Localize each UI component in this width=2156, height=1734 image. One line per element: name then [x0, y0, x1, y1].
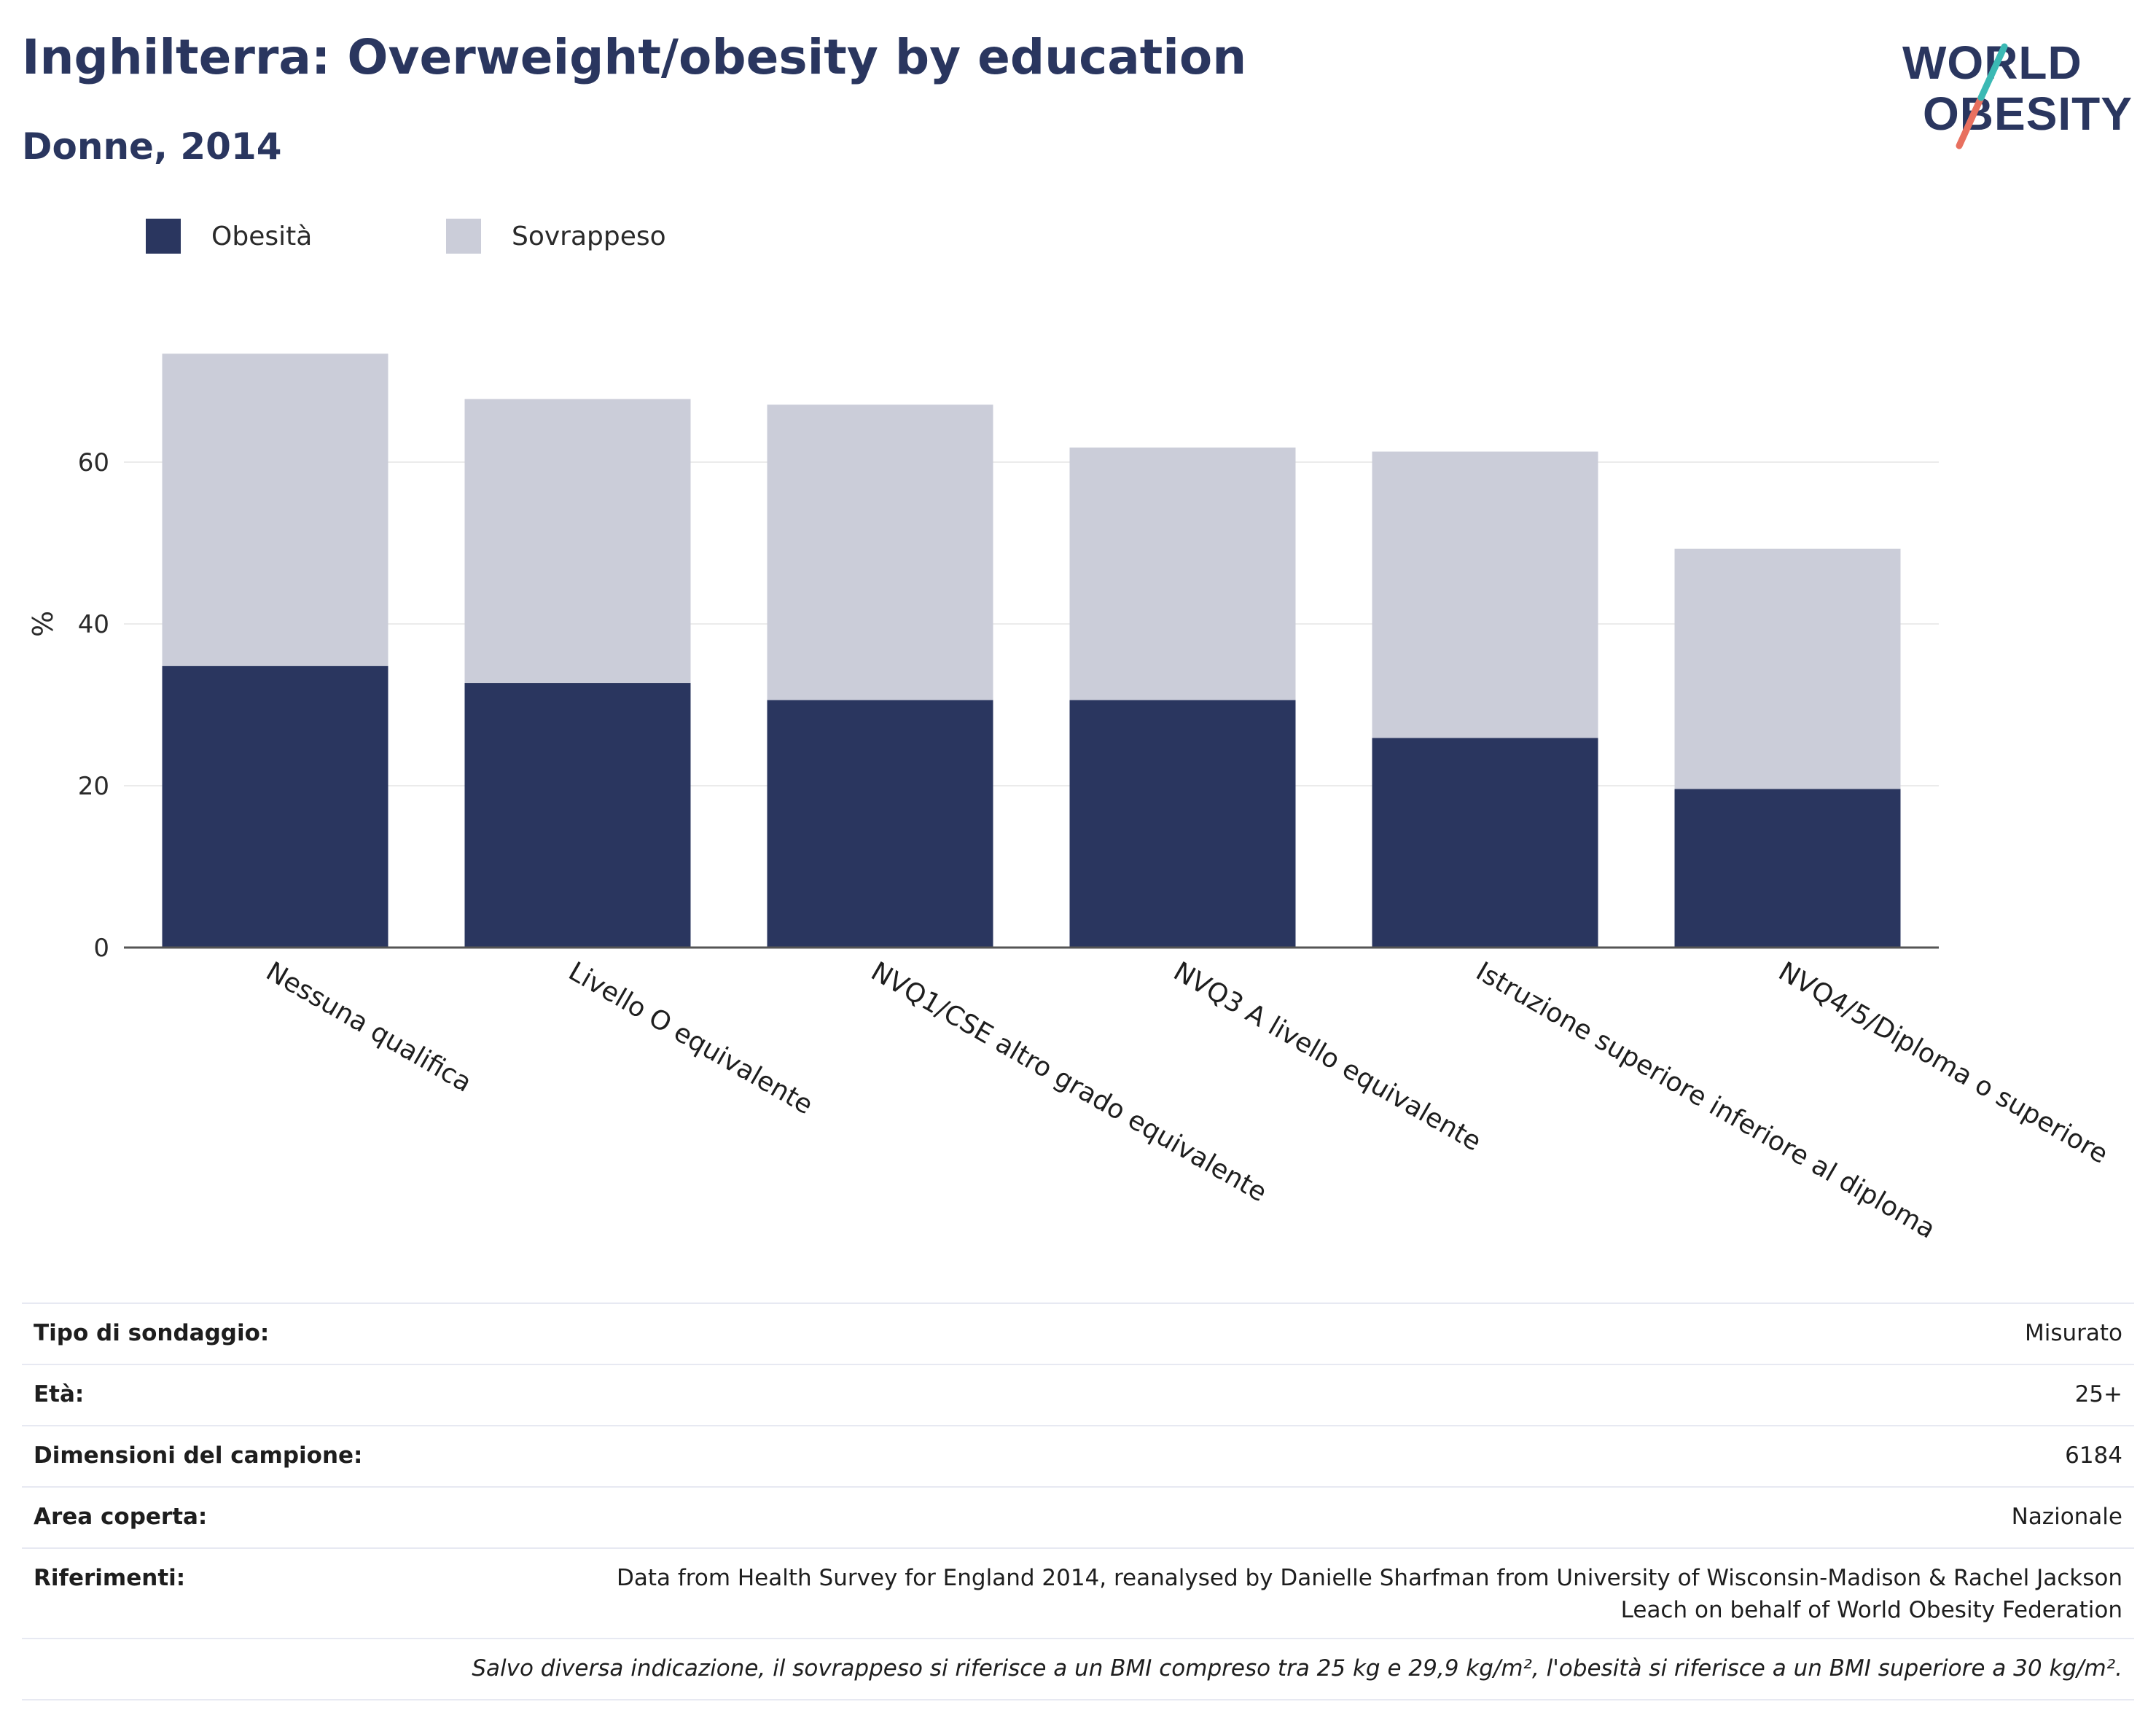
info-row-sample-size: Dimensioni del campione: 6184	[22, 1425, 2134, 1486]
y-tick-label: 60	[78, 448, 109, 477]
y-tick-label: 0	[93, 934, 109, 963]
info-row-area: Area coperta: Nazionale	[22, 1486, 2134, 1547]
info-row-note: Salvo diversa indicazione, il sovrappeso…	[22, 1638, 2134, 1700]
bar-obesity	[162, 665, 388, 948]
y-axis-label: %	[27, 611, 59, 637]
bar-overweight	[1069, 448, 1296, 700]
bar-obesity	[1674, 789, 1901, 948]
info-key: Dimensioni del campione:	[34, 1442, 363, 1469]
legend-swatch-obesity	[146, 219, 181, 254]
bar-overweight	[464, 399, 691, 684]
definition-note: Salvo diversa indicazione, il sovrappeso…	[472, 1655, 2122, 1682]
bar-overweight	[162, 354, 388, 666]
info-key: Area coperta:	[34, 1504, 208, 1530]
bar-obesity	[1069, 700, 1296, 948]
y-tick-label: 40	[78, 610, 109, 639]
legend-swatch-overweight	[446, 219, 481, 254]
x-tick-label: Livello O equivalente	[563, 956, 818, 1120]
info-row-survey-type: Tipo di sondaggio: Misurato	[22, 1303, 2134, 1364]
x-tick-label: Istruzione superiore inferiore al diplom…	[1471, 956, 1940, 1244]
info-row-references: Riferimenti: Data from Health Survey for…	[22, 1547, 2134, 1638]
x-tick-label: NVQ3 A livello equivalente	[1168, 956, 1486, 1157]
bar-obesity	[767, 700, 993, 948]
bar-overweight	[767, 405, 993, 700]
info-value: Data from Health Survey for England 2014…	[300, 1562, 2122, 1626]
info-value: 6184	[2065, 1442, 2122, 1469]
page-title: Inghilterra: Overweight/obesity by educa…	[22, 29, 1247, 85]
info-value: Misurato	[2024, 1320, 2122, 1346]
references-line-1: Data from Health Survey for England 2014…	[617, 1565, 2122, 1591]
x-tick-label: NVQ4/5/Diploma o superiore	[1773, 956, 2113, 1170]
legend-label-overweight: Sovrappeso	[512, 222, 666, 251]
info-value: Nazionale	[2011, 1504, 2122, 1530]
bar-obesity	[1372, 738, 1598, 948]
legend-label-obesity: Obesità	[211, 222, 313, 251]
logo-word-2: OBESITY	[1923, 87, 2133, 140]
bar-overweight	[1372, 451, 1598, 738]
references-line-2: Leach on behalf of World Obesity Federat…	[1620, 1597, 2122, 1623]
info-key: Età:	[34, 1381, 85, 1407]
world-obesity-logo: WORLD OBESITY	[1902, 22, 2143, 153]
x-tick-label: Nessuna qualifica	[261, 956, 477, 1098]
bar-overweight	[1674, 548, 1901, 789]
page-subtitle: Donne, 2014	[22, 125, 282, 168]
info-key: Riferimenti:	[34, 1565, 186, 1591]
logo-slash-icon	[1956, 43, 2008, 149]
y-tick-label: 20	[78, 772, 109, 801]
stacked-bar-chart: 0 20 40 60% Nessuna qualifica Livello O equiv…	[27, 354, 2113, 1245]
info-row-age: Età: 25+	[22, 1364, 2134, 1425]
info-key: Tipo di sondaggio:	[34, 1320, 270, 1346]
info-value: 25+	[2074, 1381, 2122, 1407]
bar-obesity	[464, 683, 691, 948]
survey-info-table: Tipo di sondaggio: Misurato Età: 25+ Dim…	[22, 1303, 2134, 1700]
